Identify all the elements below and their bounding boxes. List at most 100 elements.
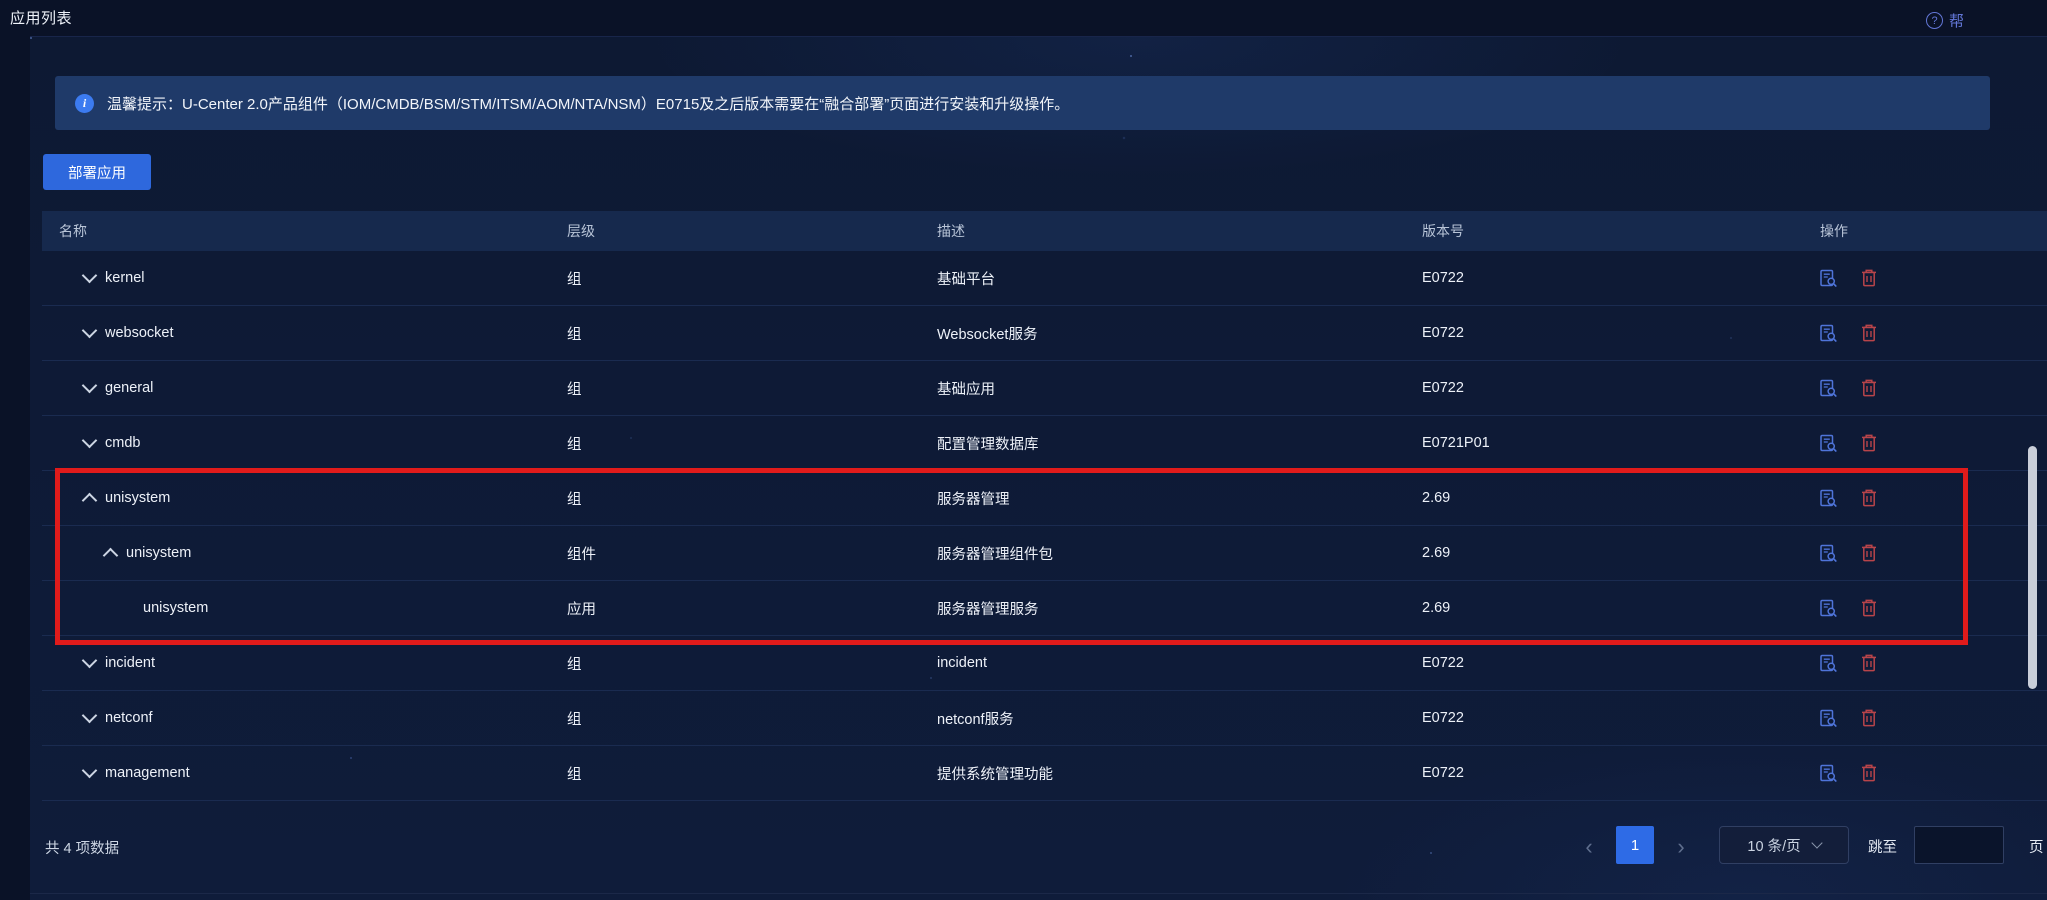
row-version: 2.69 [1422,490,1451,506]
row-version: E0721P01 [1422,435,1490,451]
table-row[interactable]: unisystem 应用 服务器管理服务 2.69 [42,581,2047,636]
row-name: unisystem [126,545,192,561]
row-tier: 组 [567,766,582,783]
row-tier: 组件 [567,546,596,563]
question-circle-icon: ? [1926,12,1943,29]
delete-icon[interactable] [1861,324,1877,342]
view-detail-icon[interactable] [1820,324,1837,342]
table-row[interactable]: netconf 组 netconf服务 E0722 [42,691,2047,746]
chevron-up-icon[interactable] [81,492,98,509]
delete-icon[interactable] [1861,489,1877,507]
table-row[interactable]: management 组 提供系统管理功能 E0722 [42,746,2047,801]
row-name: management [105,765,190,781]
bottom-divider [30,893,2047,894]
content-panel: i 温馨提示：U-Center 2.0产品组件（IOM/CMDB/BSM/STM… [30,36,2047,900]
column-header-desc: 描述 [937,223,965,239]
row-tier: 组 [567,381,582,398]
chevron-down-icon[interactable] [81,322,98,339]
column-header-actions: 操作 [1820,223,1848,239]
row-version: E0722 [1422,765,1464,781]
row-version: E0722 [1422,710,1464,726]
pagination-next-button[interactable]: › [1677,834,1685,859]
row-tier: 组 [567,491,582,508]
row-desc: 服务器管理服务 [937,601,1039,618]
chevron-down-icon[interactable] [81,652,98,669]
chevron-down-icon[interactable] [81,707,98,724]
delete-icon[interactable] [1861,379,1877,397]
delete-icon[interactable] [1861,764,1877,782]
row-tier: 组 [567,656,582,673]
view-detail-icon[interactable] [1820,544,1837,562]
chevron-down-icon[interactable] [81,432,98,449]
row-tier: 组 [567,271,582,288]
background-particles [30,37,32,39]
total-count: 共 4 项数据 [45,841,120,857]
deploy-app-button[interactable]: 部署应用 [43,154,151,190]
column-header-name: 名称 [59,223,87,239]
help-button[interactable]: ? 帮 [1926,10,1964,31]
jump-to-page-input[interactable] [1914,826,2004,864]
delete-icon[interactable] [1861,269,1877,287]
row-desc: incident [937,655,987,671]
chevron-down-icon[interactable] [81,267,98,284]
row-desc: 服务器管理 [937,491,1010,508]
delete-icon[interactable] [1861,709,1877,727]
row-version: E0722 [1422,325,1464,341]
view-detail-icon[interactable] [1820,489,1837,507]
table-row[interactable]: websocket 组 Websocket服务 E0722 [42,306,2047,361]
row-tier: 应用 [567,601,596,618]
chevron-down-icon[interactable] [81,762,98,779]
row-name: cmdb [105,435,141,451]
view-detail-icon[interactable] [1820,269,1837,287]
table-row[interactable]: kernel 组 基础平台 E0722 [42,251,2047,306]
row-desc: 配置管理数据库 [937,436,1039,453]
row-name: unisystem [105,490,171,506]
help-label: 帮 [1949,13,1965,30]
row-tier: 组 [567,326,582,343]
row-name: general [105,380,154,396]
row-desc: 服务器管理组件包 [937,546,1053,563]
view-detail-icon[interactable] [1820,709,1837,727]
delete-icon[interactable] [1861,654,1877,672]
row-name: incident [105,655,155,671]
view-detail-icon[interactable] [1820,434,1837,452]
table-row[interactable]: unisystem 组 服务器管理 2.69 [42,471,2047,526]
table-row[interactable]: cmdb 组 配置管理数据库 E0721P01 [42,416,2047,471]
delete-icon[interactable] [1861,544,1877,562]
row-desc: 基础平台 [937,271,995,288]
row-version: E0722 [1422,380,1464,396]
page-size-select[interactable]: 10 条/页 [1719,826,1849,864]
row-name: unisystem [143,600,209,616]
row-desc: 基础应用 [937,381,995,398]
row-desc: netconf服务 [937,711,1014,728]
column-header-tier: 层级 [567,223,595,239]
delete-icon[interactable] [1861,599,1877,617]
view-detail-icon[interactable] [1820,764,1837,782]
chevron-down-icon[interactable] [81,377,98,394]
jump-to-label: 跳至 [1868,840,1897,856]
info-icon: i [75,93,94,113]
row-version: 2.69 [1422,600,1451,616]
view-detail-icon[interactable] [1820,379,1837,397]
view-detail-icon[interactable] [1820,654,1837,672]
view-detail-icon[interactable] [1820,599,1837,617]
column-header-version: 版本号 [1422,223,1464,239]
chevron-up-icon[interactable] [102,547,119,564]
table-row[interactable]: general 组 基础应用 E0722 [42,361,2047,416]
vertical-scrollbar-thumb[interactable] [2028,446,2037,689]
table-header: 名称 层级 描述 版本号 操作 [42,211,2047,251]
table-row[interactable]: incident 组 incident E0722 [42,636,2047,691]
row-version: E0722 [1422,270,1464,286]
delete-icon[interactable] [1861,434,1877,452]
table-row[interactable]: unisystem 组件 服务器管理组件包 2.69 [42,526,2047,581]
pagination-page-1[interactable]: 1 [1616,826,1654,864]
chevron-down-icon [1810,837,1823,849]
row-version: 2.69 [1422,545,1451,561]
page-title: 应用列表 [10,10,73,27]
row-tier: 组 [567,436,582,453]
row-desc: 提供系统管理功能 [937,766,1053,783]
pagination-prev-button[interactable]: ‹ [1585,834,1593,859]
row-version: E0722 [1422,655,1464,671]
app-table: 名称 层级 描述 版本号 操作 kernel 组 基础平台 E0722 webs… [42,211,2047,801]
